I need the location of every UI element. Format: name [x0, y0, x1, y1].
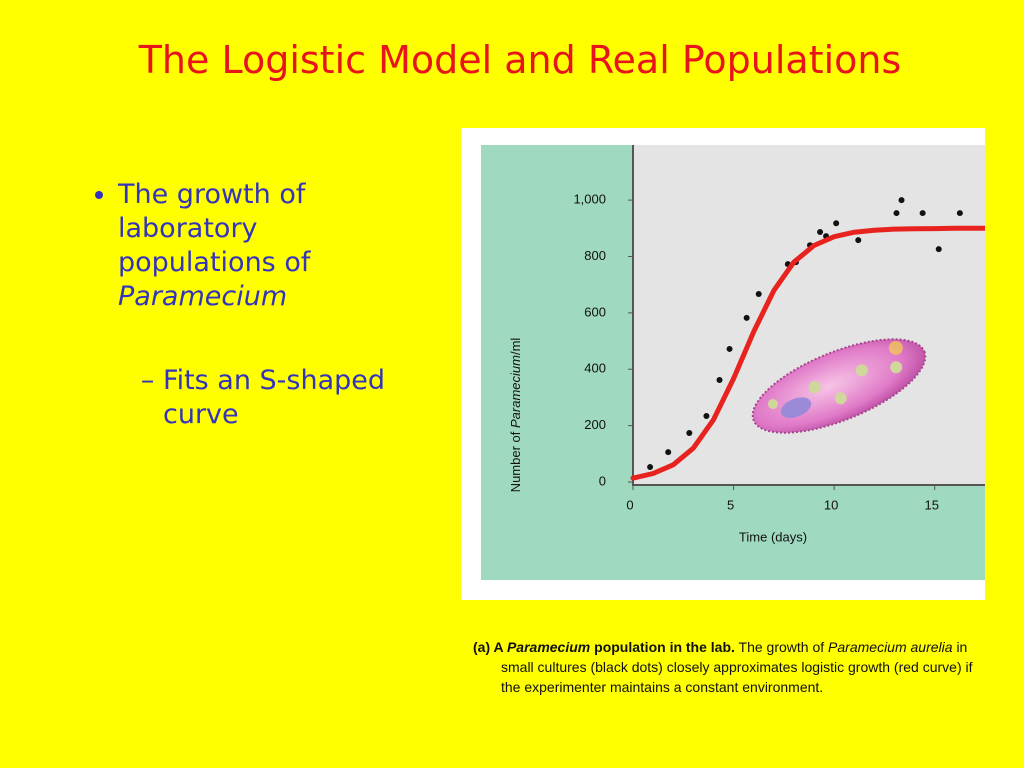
- data-point: [935, 246, 942, 253]
- bullet: The growth of laboratory populations of …: [118, 178, 418, 432]
- bullet-text: The growth of laboratory populations of: [118, 179, 311, 278]
- x-tick-label: 0: [626, 497, 633, 512]
- data-point: [686, 429, 693, 436]
- caption-italic: Paramecium aurelia: [828, 639, 953, 655]
- y-label-italic: Paramecium: [508, 355, 523, 428]
- caption-label: (a) A Paramecium population in the lab.: [473, 639, 735, 655]
- y-axis-label: Number of Paramecium/ml: [508, 338, 523, 493]
- x-tick-label: 5: [727, 497, 734, 512]
- plot-area: [632, 145, 985, 485]
- slide-title: The Logistic Model and Real Populations: [138, 38, 902, 82]
- data-point: [703, 413, 710, 420]
- y-tick-label: 600: [584, 304, 606, 319]
- caption-text-end: in small cultures (black dots) closely a…: [501, 639, 973, 695]
- caption: (a) A Paramecium population in the lab. …: [473, 637, 991, 697]
- data-point: [919, 210, 926, 217]
- y-tick-label: 200: [584, 417, 606, 432]
- y-tick-label: 1,000: [573, 192, 606, 207]
- paramecium-illustration: [751, 338, 927, 434]
- bullet-list: The growth of laboratory populations of …: [80, 178, 418, 432]
- y-tick-label: 0: [599, 473, 606, 488]
- y-label-text: Number of: [508, 431, 523, 492]
- data-point: [726, 345, 733, 352]
- sub-bullet: Fits an S-shaped curve: [163, 364, 453, 432]
- data-point: [743, 314, 750, 321]
- x-axis-label: Time (days): [739, 529, 807, 544]
- chart: Number of Paramecium/ml Time (days) 0 200…: [461, 128, 985, 600]
- caption-label-italic: Paramecium: [506, 639, 591, 655]
- data-point: [665, 449, 672, 456]
- y-label-unit: /ml: [508, 338, 523, 355]
- data-point: [716, 376, 723, 383]
- sub-list: Fits an S-shaped curve: [118, 364, 453, 432]
- data-point: [833, 220, 840, 227]
- data-point: [898, 197, 905, 204]
- data-point: [647, 464, 654, 471]
- data-point: [956, 210, 963, 217]
- caption-text: The growth of: [738, 639, 825, 655]
- data-point: [893, 210, 900, 217]
- data-point: [855, 237, 862, 244]
- y-tick-label: 400: [584, 361, 606, 376]
- logistic-curve: [630, 225, 985, 481]
- y-tick-label: 800: [584, 248, 606, 263]
- caption-label-end: population in the lab.: [594, 639, 735, 655]
- caption-label-start: (a) A: [473, 639, 504, 655]
- x-tick-label: 10: [824, 497, 838, 512]
- data-point: [817, 228, 824, 235]
- x-tick-label: 15: [924, 497, 938, 512]
- bullet-emphasis: Paramecium: [118, 281, 288, 312]
- data-point: [755, 290, 762, 297]
